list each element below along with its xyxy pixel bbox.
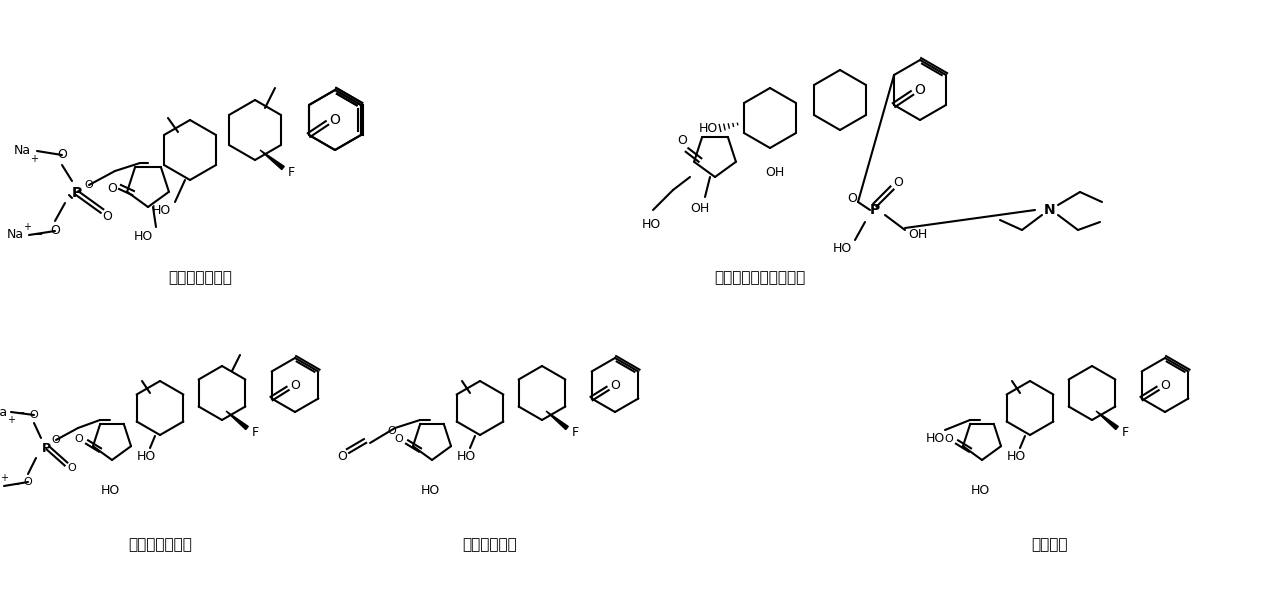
Text: O: O	[847, 192, 856, 205]
Text: Na: Na	[13, 144, 31, 158]
Text: O: O	[23, 477, 32, 487]
Text: HO: HO	[420, 484, 439, 497]
Polygon shape	[547, 411, 568, 430]
Text: O: O	[51, 435, 60, 445]
Text: −: −	[35, 230, 44, 240]
Text: P: P	[41, 442, 51, 454]
Text: O: O	[915, 83, 925, 97]
Text: O: O	[50, 224, 60, 238]
Text: O: O	[68, 463, 77, 473]
Text: F: F	[288, 167, 294, 180]
Text: −: −	[42, 148, 51, 158]
Text: −: −	[17, 408, 26, 418]
Text: HO: HO	[832, 242, 851, 254]
Text: 地塞米松: 地塞米松	[1032, 537, 1069, 552]
Text: HO: HO	[699, 122, 718, 134]
Text: HO: HO	[133, 230, 152, 244]
Text: +: +	[29, 154, 38, 164]
Text: O: O	[108, 183, 116, 195]
Text: OH: OH	[909, 227, 928, 241]
Text: HO: HO	[925, 432, 945, 445]
Text: O: O	[291, 379, 301, 392]
Text: HO: HO	[641, 219, 660, 232]
Text: O: O	[394, 434, 403, 444]
Text: P: P	[72, 186, 82, 200]
Polygon shape	[227, 411, 248, 430]
Text: Na: Na	[6, 229, 23, 242]
Text: O: O	[337, 451, 347, 463]
Text: HO: HO	[151, 204, 170, 217]
Text: 醋酸地塞米松: 醋酸地塞米松	[462, 537, 517, 552]
Text: O: O	[388, 426, 397, 436]
Text: O: O	[84, 180, 93, 190]
Text: O: O	[677, 134, 687, 146]
Text: OH: OH	[765, 167, 785, 180]
Text: +: +	[6, 415, 15, 425]
Text: P: P	[870, 203, 881, 217]
Polygon shape	[1096, 411, 1119, 430]
Text: HO: HO	[137, 450, 156, 463]
Text: N: N	[1044, 203, 1056, 217]
Text: O: O	[58, 149, 67, 162]
Text: 倍他米松磷酸钠: 倍他米松磷酸钠	[128, 537, 192, 552]
Text: +: +	[0, 473, 8, 483]
Text: O: O	[1161, 379, 1170, 392]
Text: O: O	[74, 434, 83, 444]
Text: O: O	[329, 113, 340, 127]
Text: 磷酸氢化可的松三乙胺: 磷酸氢化可的松三乙胺	[714, 270, 805, 285]
Text: 地塞米松磷酸钠: 地塞米松磷酸钠	[168, 270, 232, 285]
Polygon shape	[260, 150, 284, 170]
Text: HO: HO	[457, 450, 476, 463]
Text: F: F	[1121, 426, 1129, 439]
Text: F: F	[251, 426, 259, 439]
Text: F: F	[571, 426, 579, 439]
Text: −: −	[12, 480, 20, 490]
Text: O: O	[102, 211, 111, 223]
Text: O: O	[611, 379, 621, 392]
Text: +: +	[23, 222, 31, 232]
Text: O: O	[945, 434, 954, 444]
Text: HO: HO	[100, 484, 119, 497]
Text: Na: Na	[0, 405, 8, 418]
Text: O: O	[29, 410, 38, 420]
Text: HO: HO	[1006, 450, 1025, 463]
Text: O: O	[893, 176, 902, 189]
Text: HO: HO	[970, 484, 989, 497]
Text: OH: OH	[690, 202, 709, 216]
